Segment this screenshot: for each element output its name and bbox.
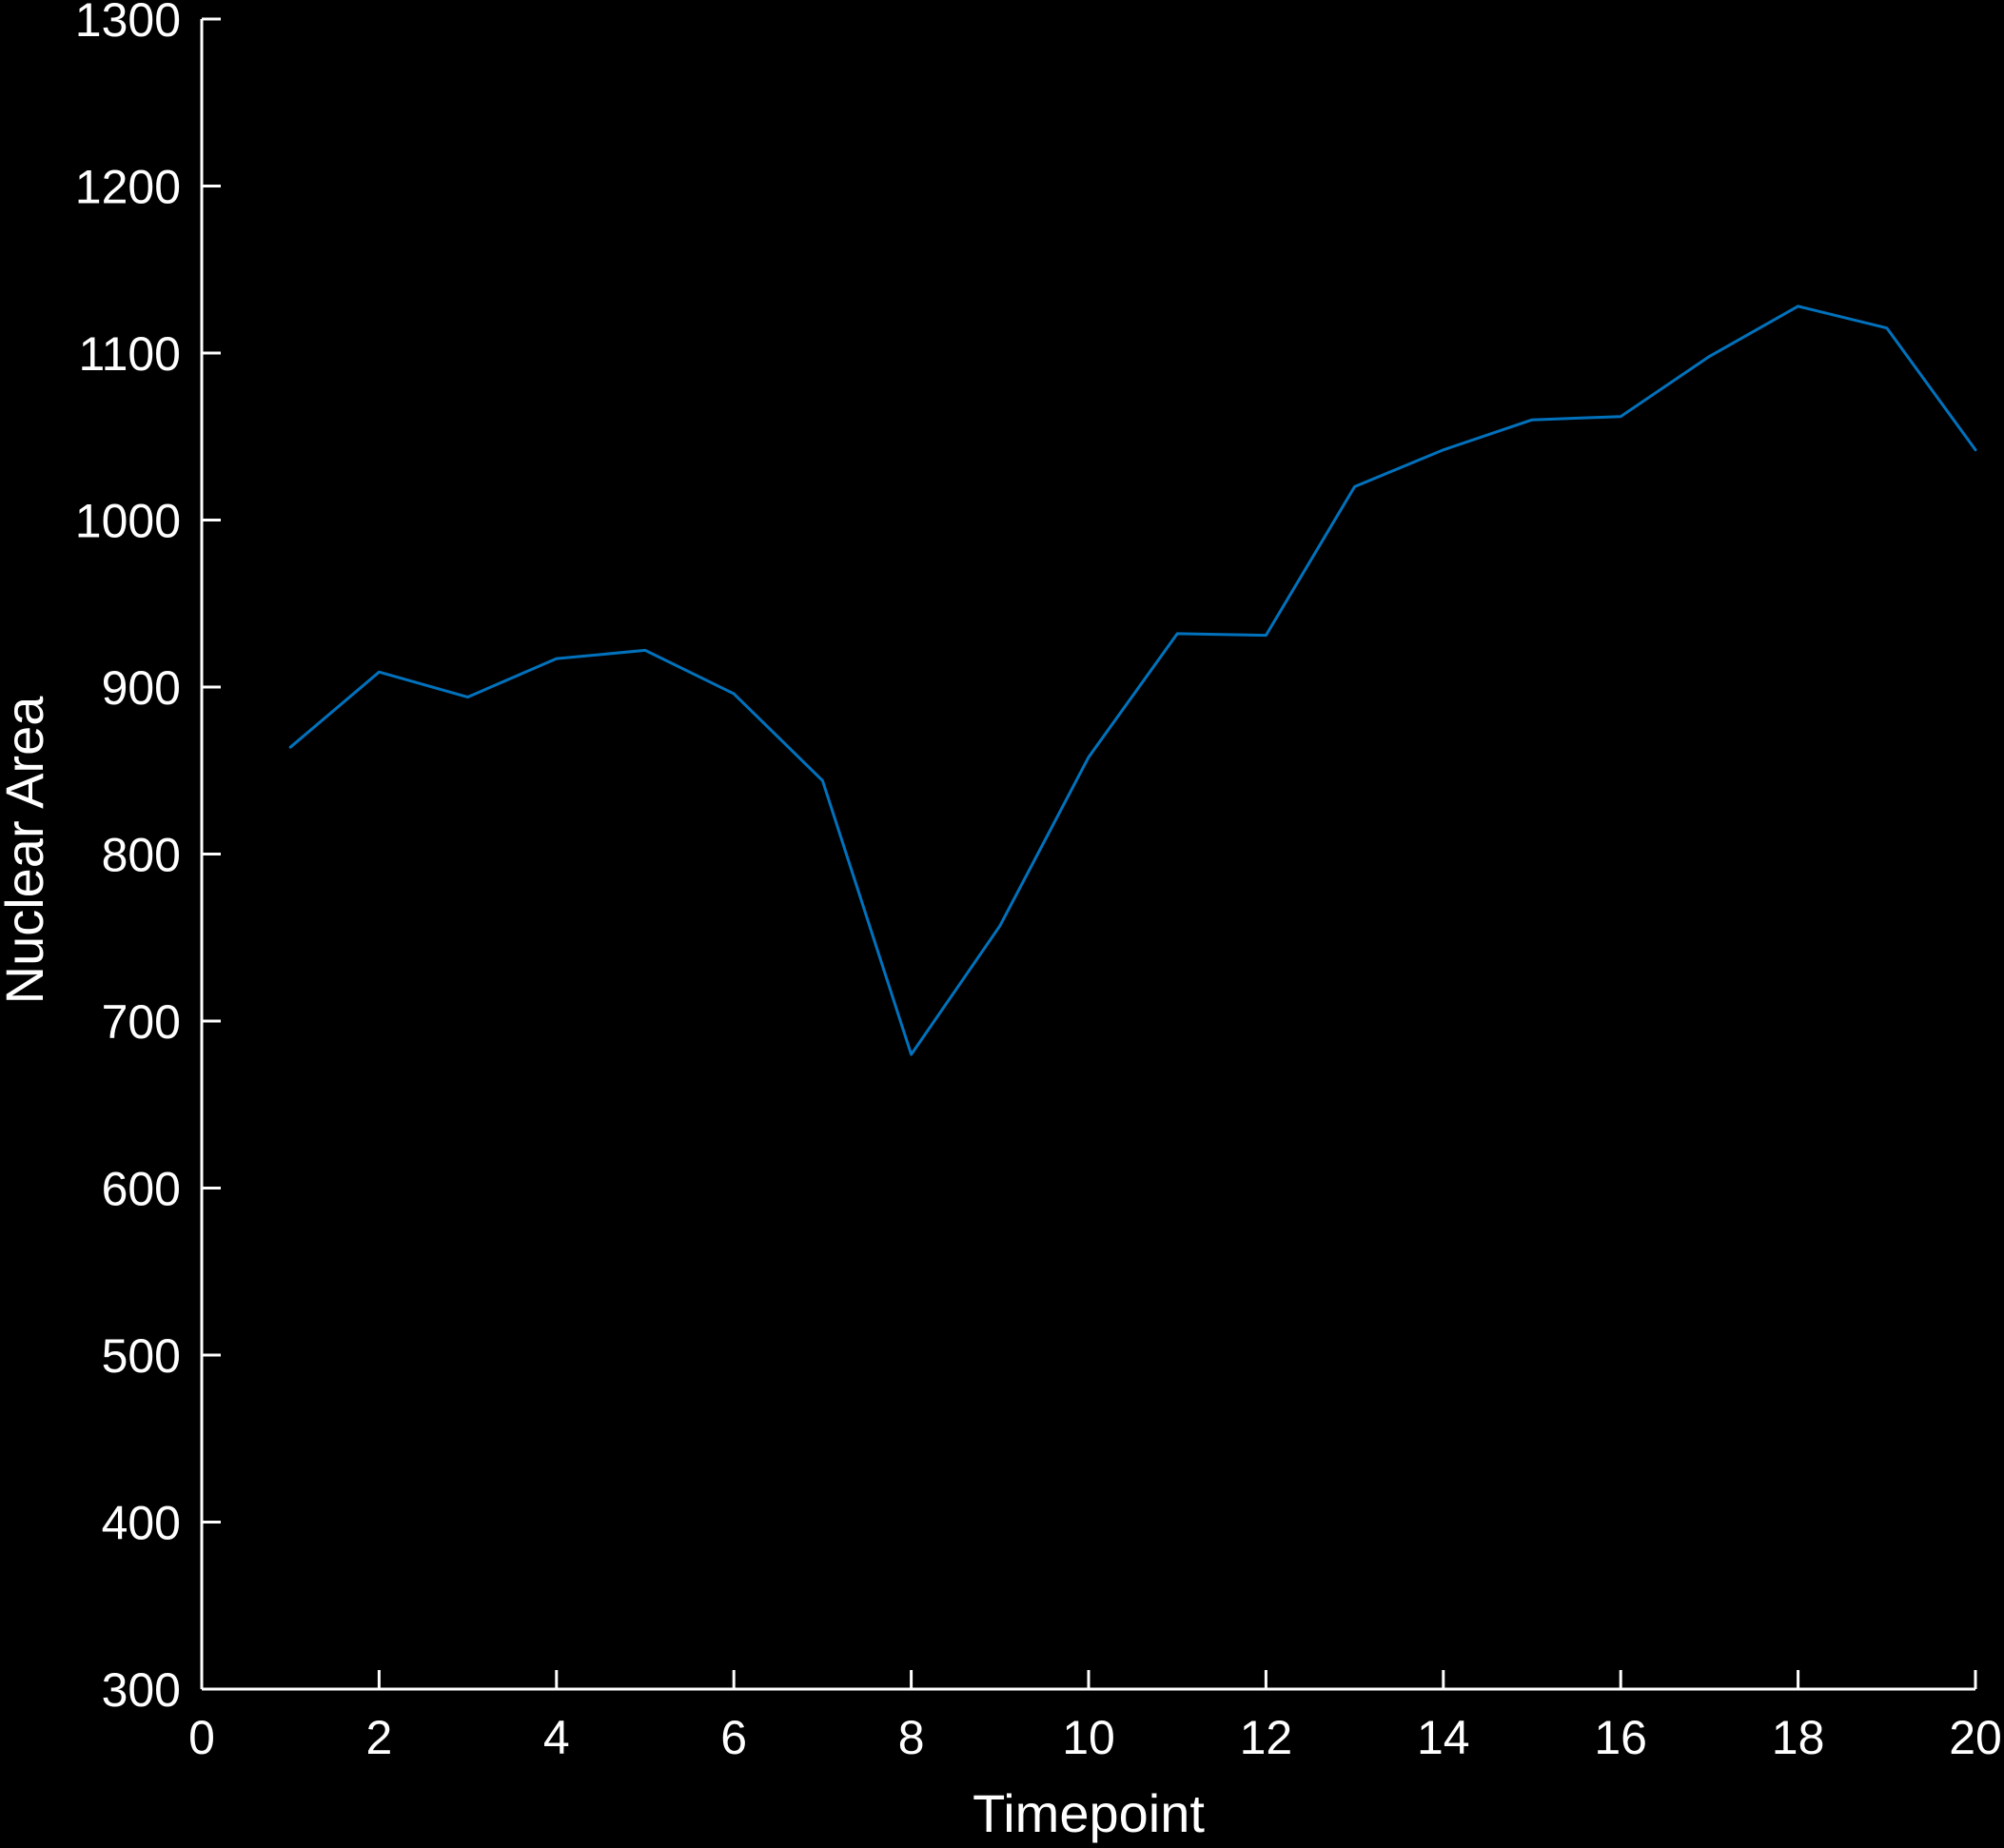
y-axis-title: Nuclear Area [0, 696, 54, 1005]
y-tick-label: 1100 [78, 327, 181, 381]
x-tick-label: 6 [720, 1711, 747, 1764]
series-line [288, 305, 1977, 1056]
x-axis: 0 2 4 6 8 10 12 14 16 18 20 [188, 1670, 2002, 1764]
x-tick-label: 4 [543, 1711, 570, 1764]
y-tick-label: 400 [102, 1497, 181, 1550]
y-axis: 300 400 500 600 700 800 900 1000 1100 1200 1300 [75, 0, 221, 1717]
x-tick-label: 10 [1062, 1711, 1115, 1764]
x-tick-label: 16 [1594, 1711, 1647, 1764]
x-tick-label: 12 [1240, 1711, 1293, 1764]
x-tick-label: 2 [365, 1711, 392, 1764]
x-axis-title: Timepoint [973, 1783, 1205, 1843]
y-tick-label: 500 [102, 1329, 181, 1383]
x-tick-label: 14 [1417, 1711, 1470, 1764]
y-tick-label: 800 [102, 829, 181, 882]
x-tick-label: 18 [1772, 1711, 1825, 1764]
y-tick-label: 900 [102, 661, 181, 715]
y-tick-label: 1200 [75, 161, 181, 214]
y-tick-label: 700 [102, 995, 181, 1049]
y-tick-label: 300 [102, 1663, 181, 1717]
y-tick-label: 600 [102, 1163, 181, 1216]
y-tick-label: 1000 [75, 495, 181, 548]
x-tick-label: 8 [898, 1711, 925, 1764]
x-tick-label: 0 [188, 1711, 215, 1764]
series-layer [288, 305, 1977, 1056]
y-tick-label: 1300 [75, 0, 181, 47]
x-tick-label: 20 [1949, 1711, 2002, 1764]
